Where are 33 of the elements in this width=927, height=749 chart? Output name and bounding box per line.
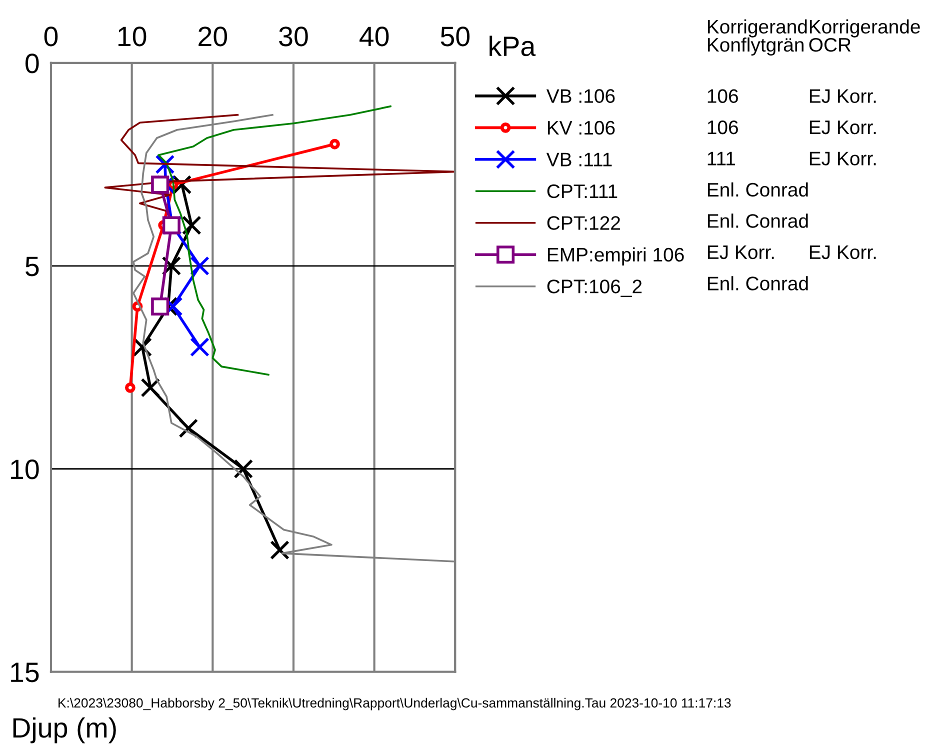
text: EJ Korr. [810,152,876,166]
legend-label: VB :106 [546,89,615,103]
y-tick-label: 10 [11,460,39,480]
text: EJ Korr. [810,89,876,103]
y-tick-label: 5 [26,256,39,276]
text: Korrigerande OCR [809,19,920,52]
text: Enl. Conrad [708,182,808,197]
x-tick-label: 30 [279,26,308,46]
legend-label: EMP:empiri 106 [548,247,684,266]
text: K:\2023\23080_Habborsby 2_50\Teknik\Utredning\Rapport\Underlag\Cu-sammanställning.Tau 2023-10-10 11:17:13 [58,698,731,710]
text: EJ Korr. [708,246,774,260]
text: 111 [708,152,735,166]
y-tick-label: 15 [11,662,39,682]
text: Korrigerand Konflytgrän [708,19,807,56]
text: Enl. Conrad [708,276,808,290]
x-axis-title: kPa [490,36,536,56]
text: 106 [708,120,738,134]
legend-label: KV :106 [548,120,615,135]
text: Enl. Conrad [708,214,808,228]
x-tick-label: 40 [360,26,389,46]
legend-label: CPT:111 [547,184,618,198]
text: EJ Korr. [810,120,876,134]
legend-label: VB :111 [546,152,612,166]
y-axis-title: Djup (m) [13,717,116,744]
legend-label: CPT:106_2 [547,280,642,298]
y-tick-label: 0 [26,54,39,74]
x-tick-label: 50 [440,26,470,46]
x-tick-label: 20 [198,26,228,46]
text: 106 [708,89,738,103]
text: EJ Korr. [810,246,876,260]
legend-label: CPT:122 [547,216,620,230]
x-tick-label: 0 [44,26,58,46]
x-tick-label: 10 [118,26,146,46]
